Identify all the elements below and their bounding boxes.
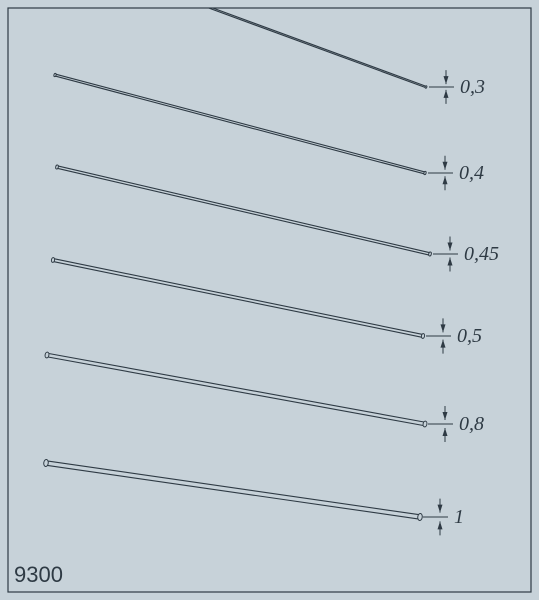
rod-size-label-2: 0,45 — [464, 243, 499, 265]
rod-size-label-1: 0,4 — [459, 162, 484, 184]
rod-size-label-0: 0,3 — [460, 76, 485, 98]
rod-size-label-4: 0,8 — [459, 413, 484, 435]
part-number-label: 9300 — [14, 562, 63, 588]
diagram-svg: 0,3 0,4 0,45 0,5 0,8 1 — [0, 0, 539, 600]
rod-size-label-5: 1 — [454, 506, 464, 528]
diagram-page: 0,3 0,4 0,45 0,5 0,8 1 9300 — [0, 0, 539, 600]
rod-size-label-3: 0,5 — [457, 325, 482, 347]
